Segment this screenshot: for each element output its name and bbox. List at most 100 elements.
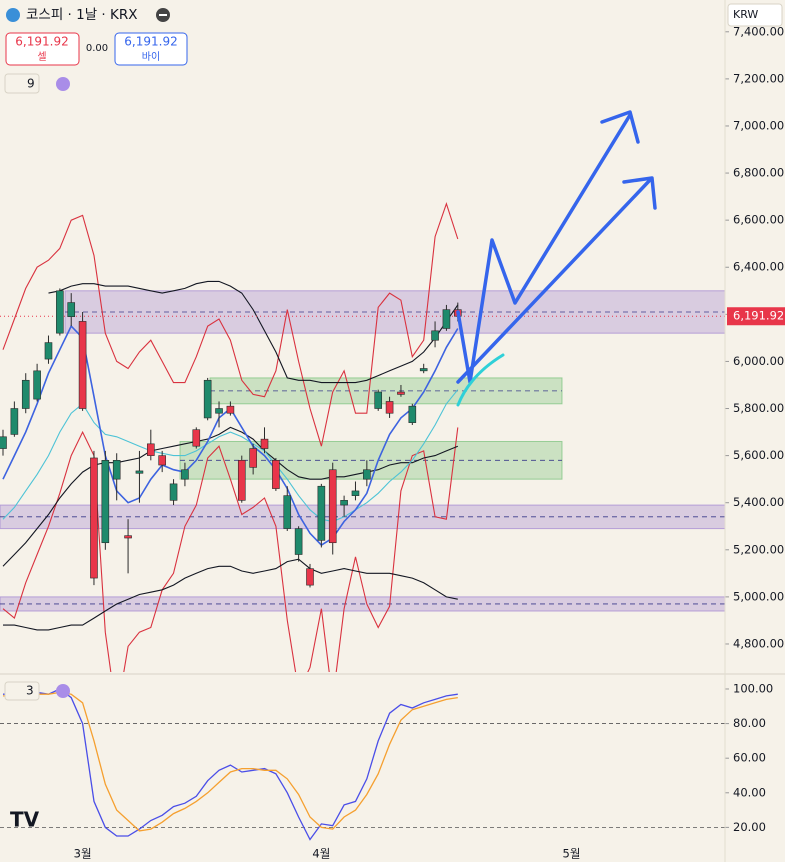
currency: KRW: [733, 8, 758, 21]
indicator-y-tick-label: 20.00: [733, 820, 766, 834]
indicator-label: 3: [26, 684, 34, 698]
x-tick-label: 4월: [312, 847, 330, 861]
logo: TV: [10, 808, 40, 832]
overlay-line: [48, 280, 459, 384]
candle-body: [203, 379, 212, 419]
overlay-line: [2, 201, 459, 447]
candle-body: [283, 495, 292, 529]
x-tick-label: 5월: [563, 847, 581, 861]
highlight-stroke: [456, 353, 505, 407]
indicator-y-tick-label: 100.00: [733, 681, 773, 695]
collapse-icon-bar: [159, 14, 167, 16]
candle-body: [181, 469, 189, 480]
candle-body: [67, 302, 76, 317]
candle-body: [226, 405, 235, 414]
last-price-box: [727, 307, 785, 326]
candle-body: [147, 443, 155, 456]
candle-body: [442, 309, 451, 329]
candle-body: [135, 470, 144, 474]
indicator-line: [3, 688, 458, 841]
sell-button[interactable]: [5, 32, 80, 66]
y-tick-label: 7,000.00: [733, 118, 784, 132]
indicator-y-tick-label: 80.00: [733, 716, 766, 730]
indicator-pane: [0, 688, 725, 841]
candle-body: [101, 460, 110, 544]
arrow-path: [456, 113, 632, 384]
candle-body: [408, 405, 417, 423]
y-tick-label: 5,400.00: [733, 495, 784, 509]
indicator-y-tick-label: 60.00: [733, 751, 766, 765]
candle-body: [192, 429, 201, 447]
overlay-line: [2, 427, 459, 672]
candle-body: [10, 408, 19, 435]
sell-label: 셀: [37, 51, 46, 63]
candle-body: [351, 490, 360, 496]
y-tick-label: 6,000.00: [733, 354, 784, 368]
y-tick-label: 5,000.00: [733, 589, 784, 603]
y-tick-label: 6,800.00: [733, 166, 784, 180]
x-tick-label: 3월: [74, 847, 92, 861]
price-pane: [0, 201, 725, 672]
overlay-line: [2, 426, 459, 567]
candle-body: [158, 455, 166, 466]
sell-price: 6,191.92: [15, 35, 68, 49]
indicator-icon[interactable]: [56, 684, 70, 698]
candle-body: [249, 448, 257, 468]
y-tick-label: 4,800.00: [733, 636, 784, 650]
buy-price: 6,191.92: [124, 35, 177, 49]
candle-body: [272, 460, 280, 489]
candle-body: [21, 379, 30, 409]
candle-body: [0, 436, 7, 449]
candle-body: [419, 368, 428, 372]
candle-body: [317, 485, 326, 541]
overlay-icon[interactable]: [56, 77, 70, 91]
drawings: [456, 110, 657, 407]
candle-body: [112, 460, 121, 480]
candle-body: [90, 457, 98, 579]
overlay-label: 9: [27, 77, 35, 91]
symbol-title: 코스피 · 1날 · KRX: [26, 7, 138, 23]
candle-body: [328, 469, 337, 544]
y-tick-label: 5,800.00: [733, 401, 784, 415]
spread: 0.00: [86, 43, 108, 54]
arrow-head: [600, 110, 640, 144]
candle-body: [294, 528, 303, 555]
candle-body: [340, 500, 348, 506]
y-tick-label: 6,400.00: [733, 260, 784, 274]
candle-body: [306, 568, 314, 586]
candle-body: [431, 330, 439, 341]
candle-body: [374, 391, 383, 409]
candle-body: [56, 290, 64, 334]
y-tick-label: 7,200.00: [733, 71, 784, 85]
last-price-label: 6,191.92: [733, 309, 784, 323]
candle-body: [363, 469, 371, 480]
candle-body: [124, 535, 132, 539]
candle-body: [215, 408, 223, 414]
candle-body: [260, 438, 269, 449]
currency-box[interactable]: [727, 3, 783, 27]
overlay-toggle[interactable]: [4, 73, 40, 94]
candle-body: [78, 321, 87, 409]
symbol-icon: [6, 8, 20, 22]
indicator-y-tick-label: 40.00: [733, 785, 766, 799]
arrow-head: [622, 176, 657, 210]
y-tick-label: 5,600.00: [733, 448, 784, 462]
candle-body: [385, 401, 394, 414]
y-tick-label: 7,400.00: [733, 24, 784, 38]
indicator-line: [3, 691, 458, 832]
candle-body: [237, 460, 246, 501]
candle-body: [169, 483, 178, 501]
buy-label: 바이: [142, 51, 160, 63]
arrow-path: [456, 178, 652, 384]
axes: 4,800.00 5,000.00 5,200.00 5,400.00 5,600.00…: [74, 24, 785, 861]
candle-body: [44, 342, 53, 360]
y-tick-label: 6,600.00: [733, 213, 784, 227]
candle-body: [33, 370, 41, 400]
candle-body: [397, 391, 405, 395]
y-tick-label: 5,200.00: [733, 542, 784, 556]
indicator-toggle[interactable]: [4, 681, 40, 701]
buy-button[interactable]: [114, 32, 188, 66]
overlay-line: [3, 558, 458, 631]
